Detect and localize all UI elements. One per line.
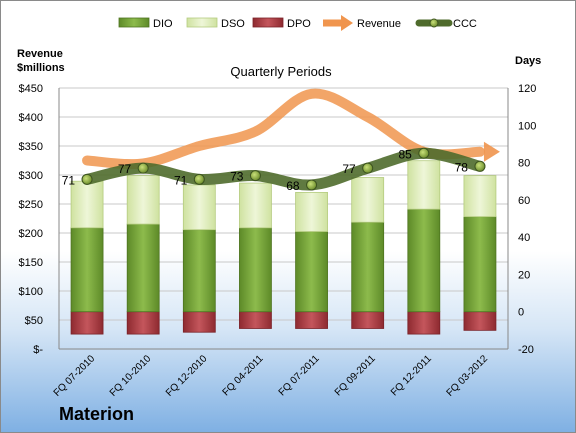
ccc-data-label: 73 [230, 170, 244, 184]
bar-dso [407, 160, 441, 210]
x-tick-label: FQ 12-2011 [389, 353, 434, 398]
left-tick-label: $150 [19, 257, 43, 269]
ccc-data-label: 78 [455, 160, 469, 174]
ccc-data-label: 85 [398, 147, 412, 161]
ccc-point [418, 147, 430, 159]
ccc-data-label: 71 [174, 173, 188, 187]
bar-dso [239, 182, 272, 229]
legend-dot-icon [429, 18, 439, 28]
x-tick-label: FQ 04-2011 [221, 353, 266, 398]
bar-dpo [407, 311, 441, 335]
lines: 71 77 71 73 68 77 85 78 [62, 88, 500, 193]
left-tick-label: $200 [19, 228, 43, 240]
left-axis-title-line2: $millions [17, 62, 65, 74]
left-tick-label: $300 [19, 170, 43, 182]
legend-label: CCC [453, 18, 477, 30]
x-tick-label: FQ 03-2012 [445, 353, 491, 399]
right-tick-label: 100 [518, 120, 536, 132]
left-tick-label: $400 [19, 112, 43, 124]
legend-label: Revenue [357, 18, 401, 30]
legend-swatch-dio [118, 17, 150, 28]
bar-dio [463, 216, 497, 313]
company-name: Materion [59, 404, 135, 424]
legend-label: DSO [221, 18, 245, 30]
bar-dso [295, 191, 328, 232]
bar-dio [407, 208, 441, 313]
ccc-point [249, 170, 261, 182]
ccc-point [137, 162, 149, 174]
ccc-data-label: 77 [118, 162, 132, 176]
x-tick-label: FQ 09-2011 [333, 353, 378, 398]
bar-dpo [126, 311, 160, 335]
ccc-data-label: 71 [62, 173, 76, 187]
ccc-data-label: 77 [342, 162, 356, 176]
bar-dio [182, 229, 216, 313]
bar-dpo [70, 311, 104, 335]
ccc-point [306, 179, 318, 191]
bar-dio [351, 221, 385, 313]
right-axis: -20 0 20 40 60 80 100 120 [518, 83, 536, 356]
left-tick-label: $350 [19, 141, 43, 153]
bar-dio [295, 231, 328, 313]
x-tick-label: FQ 07-2011 [277, 353, 322, 398]
chart-title: Quarterly Periods [230, 64, 332, 79]
bar-dso [126, 175, 160, 225]
right-tick-label: -20 [518, 344, 534, 356]
right-axis-title: Days [515, 55, 541, 67]
bar-dio [239, 227, 272, 313]
ccc-point [193, 173, 205, 185]
gridlines [58, 87, 509, 350]
bar-dpo [239, 311, 272, 329]
right-tick-label: 20 [518, 269, 530, 281]
bar-dio [126, 223, 160, 313]
right-tick-label: 40 [518, 232, 530, 244]
x-axis: FQ 07-2010 FQ 10-2010 FQ 12-2010 FQ 04-2011… [52, 353, 491, 399]
bar-dpo [463, 311, 497, 331]
bar-dpo [295, 311, 328, 329]
legend-label: DIO [153, 18, 173, 30]
left-axis-title-line1: Revenue [17, 48, 63, 60]
bars [70, 160, 497, 335]
legend-swatch-dso [186, 17, 218, 28]
bar-dso [182, 184, 216, 231]
right-tick-label: 120 [518, 83, 536, 95]
bar-dpo [182, 311, 216, 333]
bar-dso [70, 180, 104, 229]
left-tick-label: $- [33, 344, 43, 356]
x-tick-label: FQ 10-2010 [108, 353, 154, 399]
left-tick-label: $450 [19, 83, 43, 95]
ccc-point [362, 162, 374, 174]
legend: DIO DSO DPO Revenue CCC [118, 15, 477, 31]
right-tick-label: 60 [518, 195, 530, 207]
bar-dso [351, 177, 385, 223]
ccc-point [81, 173, 93, 185]
bar-dio [70, 227, 104, 313]
legend-arrow-icon [341, 15, 353, 31]
ccc-point [474, 160, 486, 172]
right-tick-label: 80 [518, 158, 530, 170]
left-tick-label: $50 [25, 315, 43, 327]
left-tick-label: $250 [19, 199, 43, 211]
x-tick-label: FQ 07-2010 [52, 353, 98, 399]
bar-dso [463, 175, 497, 218]
ccc-data-label: 68 [286, 179, 300, 193]
left-axis: $- $50 $100 $150 $200 $250 $300 $350 $400 $450 [19, 83, 44, 356]
legend-swatch-dpo [252, 17, 284, 28]
x-tick-label: FQ 12-2010 [164, 353, 210, 399]
revenue-arrowhead [483, 141, 500, 162]
bar-dpo [351, 311, 385, 329]
left-tick-label: $100 [19, 286, 43, 298]
legend-label: DPO [287, 18, 311, 30]
right-tick-label: 0 [518, 307, 524, 319]
